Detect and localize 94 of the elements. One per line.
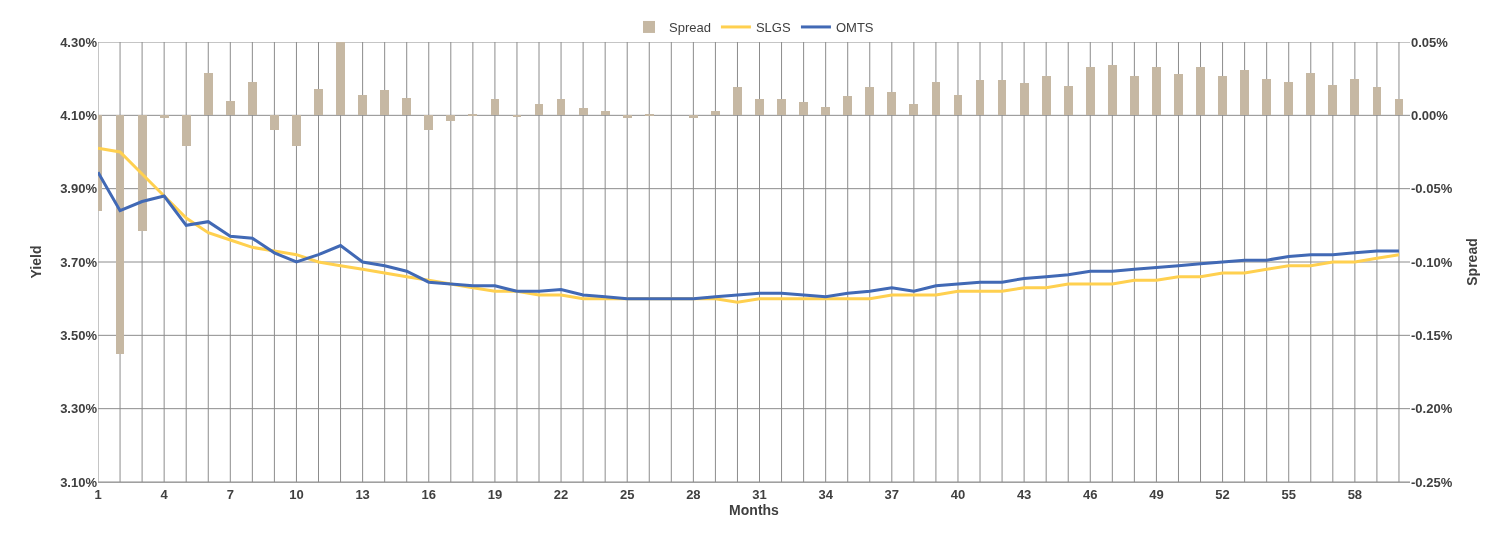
y-tick-label: 3.90% [60, 181, 98, 197]
x-tick-label: 49 [1149, 486, 1164, 502]
bar [204, 73, 213, 115]
bar [1306, 73, 1315, 115]
bar [601, 111, 610, 115]
bar [1020, 83, 1029, 115]
bar [1284, 82, 1293, 115]
bar [1130, 76, 1139, 115]
x-tick-label: 34 [818, 486, 834, 502]
y-tick-label: 3.50% [60, 327, 98, 343]
bar [755, 99, 764, 115]
bar [865, 87, 874, 115]
bar [1108, 65, 1117, 115]
x-tick-label: 40 [950, 486, 966, 502]
y2-tick-label: -0.20% [1411, 401, 1453, 417]
bar [402, 98, 411, 115]
x-tick-label: 22 [553, 486, 569, 502]
bar [1042, 76, 1051, 115]
legend-label: Spread [669, 20, 711, 36]
bar [1196, 67, 1205, 115]
x-tick-label: 46 [1083, 486, 1098, 502]
bar [1174, 74, 1183, 115]
bar [998, 80, 1006, 115]
bar [1152, 67, 1161, 115]
y2-tick-label: 0.00% [1411, 107, 1449, 123]
x-tick-label: 19 [487, 486, 503, 502]
bar [446, 115, 455, 121]
bar [380, 90, 389, 115]
bar [535, 104, 543, 115]
bar [292, 115, 301, 146]
bar [336, 42, 345, 115]
bar [557, 99, 565, 115]
bar [270, 115, 279, 130]
bar [116, 115, 124, 354]
bar [579, 108, 588, 115]
x-tick-label: 37 [884, 486, 900, 502]
bar [623, 115, 632, 118]
bar [799, 102, 808, 115]
bar [358, 95, 367, 115]
bar [777, 99, 786, 115]
bar [689, 115, 698, 118]
x-axis-title: Months [729, 501, 780, 518]
x-tick-label: 58 [1347, 486, 1363, 502]
bar [733, 87, 742, 115]
bar [1373, 87, 1381, 115]
bar [1262, 79, 1271, 115]
bar [314, 89, 323, 115]
bar [1240, 70, 1249, 115]
y-tick-label: 3.30% [60, 401, 98, 417]
bar [887, 92, 896, 115]
y2-tick-label: 0.05% [1411, 34, 1449, 50]
bar [1350, 79, 1359, 115]
x-tick-label: 43 [1016, 486, 1032, 502]
bar [226, 101, 235, 115]
x-tick-label: 13 [355, 486, 370, 502]
bar [1064, 86, 1073, 115]
bar [138, 115, 147, 231]
x-tick-label: 28 [686, 486, 701, 502]
line-series [98, 170, 1401, 301]
bar [1086, 67, 1095, 115]
bar [821, 107, 830, 115]
x-tick-label: 55 [1281, 486, 1296, 502]
bar [909, 104, 918, 115]
x-tick-label: 25 [619, 486, 635, 502]
bar [424, 115, 433, 130]
bar [248, 82, 257, 115]
legend-label: SLGS [755, 20, 791, 36]
y2-tick-label: -0.05% [1411, 181, 1453, 197]
bar [711, 111, 720, 115]
bar [843, 96, 852, 115]
y-tick-label: 4.10% [60, 107, 98, 123]
x-tick-label: 7 [226, 486, 234, 502]
x-tick-label: 31 [752, 486, 767, 502]
y2-tick-label: -0.15% [1411, 327, 1453, 343]
y-tick-label: 3.70% [60, 254, 98, 270]
y2-tick-label: -0.25% [1411, 474, 1453, 490]
y2-tick-label: -0.10% [1411, 254, 1453, 270]
bar [160, 115, 169, 118]
y-tick-label: 4.30% [60, 34, 98, 50]
bar [1218, 76, 1227, 115]
x-tick-label: 10 [289, 486, 304, 502]
bar [182, 115, 191, 146]
legend-label: OMTS [835, 20, 874, 36]
y2-axis-title: Spread [1463, 238, 1480, 286]
x-tick-label: 52 [1215, 486, 1230, 502]
bar [1328, 85, 1337, 115]
bar [932, 82, 940, 115]
bar [491, 99, 499, 115]
bar [1395, 99, 1403, 115]
x-tick-label: 16 [421, 486, 436, 502]
bar [976, 80, 984, 115]
x-tick-label: 4 [160, 486, 169, 502]
bar [954, 95, 962, 115]
y-axis-title: Yield [27, 245, 44, 279]
